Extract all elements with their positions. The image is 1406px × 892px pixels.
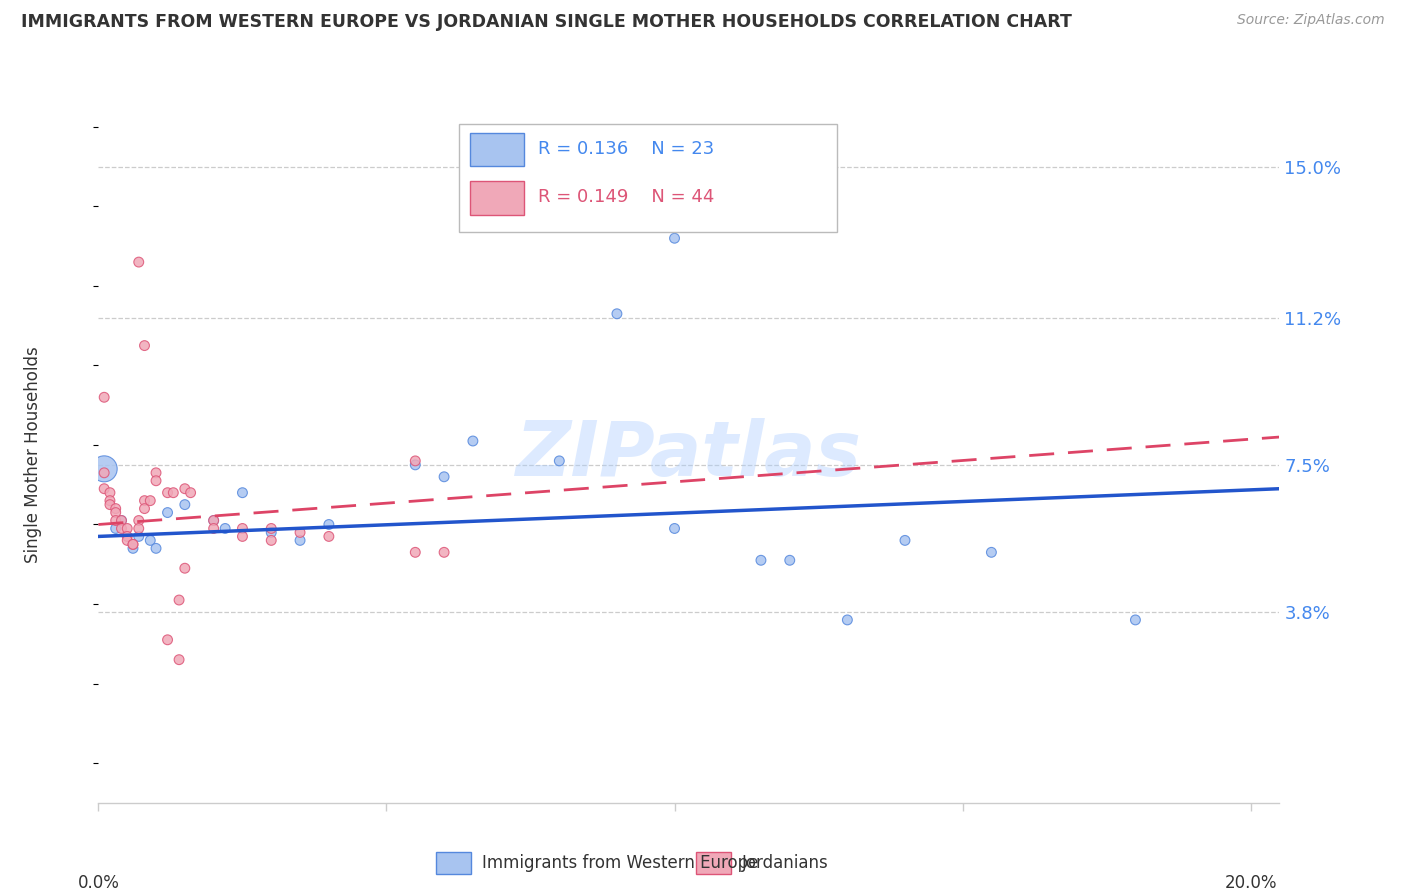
Point <box>104 521 127 535</box>
Point <box>404 545 426 559</box>
Point <box>202 521 225 535</box>
Point <box>779 553 801 567</box>
Point <box>128 529 150 543</box>
Point <box>145 541 167 556</box>
Point <box>231 521 253 535</box>
Point <box>93 482 115 496</box>
Point <box>134 493 156 508</box>
Point <box>461 434 484 448</box>
FancyBboxPatch shape <box>458 124 837 232</box>
Point <box>173 561 195 575</box>
Point <box>433 545 456 559</box>
Point <box>115 533 138 548</box>
Point <box>173 498 195 512</box>
Point <box>214 521 236 535</box>
Point <box>122 537 145 551</box>
Point <box>318 517 340 532</box>
Point <box>93 390 115 404</box>
Point <box>231 529 253 543</box>
Point <box>173 482 195 496</box>
Point <box>749 553 772 567</box>
Point <box>180 485 202 500</box>
Text: IMMIGRANTS FROM WESTERN EUROPE VS JORDANIAN SINGLE MOTHER HOUSEHOLDS CORRELATION: IMMIGRANTS FROM WESTERN EUROPE VS JORDAN… <box>21 13 1071 31</box>
Point <box>202 514 225 528</box>
Point <box>288 533 311 548</box>
Point <box>606 307 628 321</box>
Text: Immigrants from Western Europe: Immigrants from Western Europe <box>482 854 759 872</box>
Point <box>837 613 859 627</box>
Point <box>664 521 686 535</box>
Text: ZIPatlas: ZIPatlas <box>516 418 862 491</box>
Point <box>156 485 179 500</box>
Text: Jordanians: Jordanians <box>742 854 830 872</box>
Point <box>318 529 340 543</box>
Point <box>145 474 167 488</box>
Point <box>98 493 121 508</box>
Point <box>110 521 132 535</box>
Point <box>115 521 138 535</box>
Point <box>122 541 145 556</box>
Point <box>231 485 253 500</box>
FancyBboxPatch shape <box>471 181 523 215</box>
Point <box>980 545 1002 559</box>
Point <box>260 525 283 540</box>
Point <box>404 454 426 468</box>
Point <box>128 514 150 528</box>
Point <box>122 537 145 551</box>
Point <box>110 514 132 528</box>
Point <box>548 454 571 468</box>
Point <box>134 338 156 352</box>
Point <box>93 466 115 480</box>
Point <box>139 533 162 548</box>
Text: Source: ZipAtlas.com: Source: ZipAtlas.com <box>1237 13 1385 28</box>
Point <box>260 533 283 548</box>
Point <box>664 231 686 245</box>
Point <box>404 458 426 472</box>
FancyBboxPatch shape <box>471 133 523 166</box>
Text: Single Mother Households: Single Mother Households <box>24 347 42 563</box>
Point <box>1125 613 1147 627</box>
Point <box>98 498 121 512</box>
Point <box>167 653 190 667</box>
Point <box>104 506 127 520</box>
Point <box>104 501 127 516</box>
Text: 20.0%: 20.0% <box>1225 874 1277 892</box>
Text: R = 0.136    N = 23: R = 0.136 N = 23 <box>537 140 714 158</box>
Point <box>93 462 115 476</box>
Point <box>145 466 167 480</box>
Point <box>433 470 456 484</box>
Point <box>115 529 138 543</box>
Point <box>139 493 162 508</box>
Point <box>156 632 179 647</box>
Text: R = 0.149    N = 44: R = 0.149 N = 44 <box>537 188 714 206</box>
Point <box>104 514 127 528</box>
Point <box>894 533 917 548</box>
Point <box>128 255 150 269</box>
Point <box>167 593 190 607</box>
Point <box>202 514 225 528</box>
Point <box>110 514 132 528</box>
Point <box>134 501 156 516</box>
Point <box>156 506 179 520</box>
Point <box>260 521 283 535</box>
Point <box>162 485 184 500</box>
Point <box>288 525 311 540</box>
Point <box>98 485 121 500</box>
Point <box>128 521 150 535</box>
Text: 0.0%: 0.0% <box>77 874 120 892</box>
